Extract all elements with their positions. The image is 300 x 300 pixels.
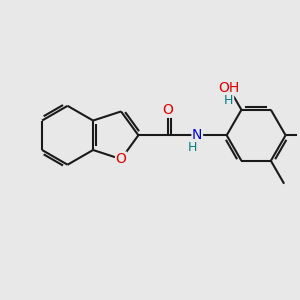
- Text: H: H: [224, 94, 234, 107]
- Text: H: H: [187, 141, 196, 154]
- Text: OH: OH: [218, 81, 239, 95]
- Text: O: O: [116, 152, 127, 166]
- Text: O: O: [162, 103, 173, 117]
- Text: N: N: [192, 128, 202, 142]
